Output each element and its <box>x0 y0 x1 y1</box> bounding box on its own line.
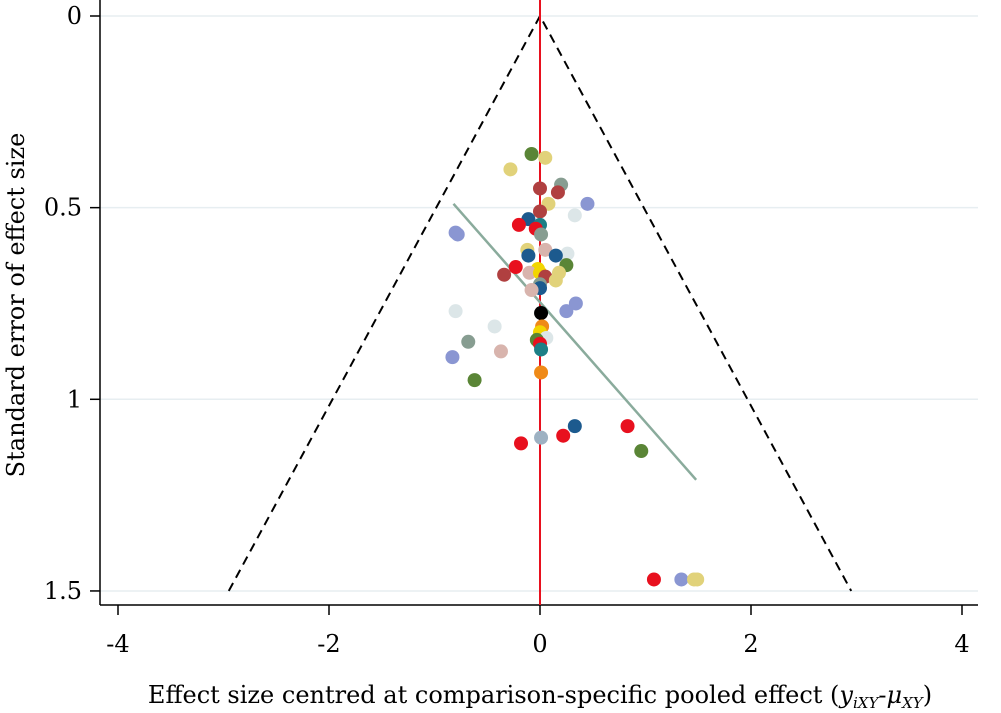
data-point <box>450 227 465 242</box>
x-tick-label: -4 <box>106 630 129 658</box>
x-axis-title-close: ) <box>923 681 932 709</box>
data-point <box>461 334 476 349</box>
data-point <box>556 428 571 443</box>
data-points <box>445 146 705 587</box>
data-point <box>533 204 547 219</box>
x-axis-title: Effect size centred at comparison-specif… <box>148 681 932 712</box>
data-point <box>634 444 649 459</box>
data-point <box>493 344 508 359</box>
y-tick-label: 1 <box>67 385 82 413</box>
axes <box>90 0 978 615</box>
data-point <box>568 296 583 311</box>
data-point <box>559 304 574 319</box>
data-point <box>548 248 563 263</box>
data-point <box>538 150 553 165</box>
data-point <box>524 283 539 298</box>
y-tick-label: 0 <box>67 2 82 30</box>
data-point <box>538 242 553 257</box>
x-axis-title-text: Effect size centred at comparison-specif… <box>148 681 840 709</box>
x-tick-label: -2 <box>317 630 340 658</box>
x-axis-title-y-sub: iXY <box>853 694 880 712</box>
data-point <box>508 260 523 275</box>
tick-labels: 0 0.5 1 1.5 -4 -2 0 2 4 <box>44 2 970 658</box>
y-tick-label: 0.5 <box>44 194 82 222</box>
regression-line-path <box>452 202 698 481</box>
data-point <box>497 267 512 282</box>
data-point <box>690 572 705 587</box>
x-tick-label: 2 <box>743 630 758 658</box>
data-point <box>620 419 635 434</box>
data-point <box>646 572 661 587</box>
data-point <box>580 196 595 211</box>
data-point <box>560 246 575 261</box>
regression-line <box>452 202 698 481</box>
data-point <box>548 273 563 288</box>
data-point <box>467 373 482 388</box>
data-point <box>674 572 689 587</box>
y-axis-title: Standard error of effect size <box>2 133 30 478</box>
data-point <box>534 342 549 357</box>
y-tick-label: 1.5 <box>44 577 82 605</box>
data-point <box>448 304 463 319</box>
x-axis-title-y: y <box>838 681 853 709</box>
data-point <box>550 185 565 200</box>
data-point <box>514 436 529 451</box>
data-point <box>487 319 502 334</box>
data-point <box>534 306 549 321</box>
data-point <box>521 248 536 263</box>
x-axis-title-mu: μ <box>886 681 902 709</box>
data-point <box>534 365 549 380</box>
data-point <box>567 208 582 223</box>
x-tick-label: 0 <box>532 630 547 658</box>
x-tick-label: 4 <box>954 630 969 658</box>
data-point <box>567 419 582 434</box>
data-point <box>533 181 547 196</box>
data-point <box>534 430 549 445</box>
data-point <box>503 162 518 177</box>
x-axis-title-mu-sub: XY <box>901 694 925 712</box>
data-point <box>445 350 460 365</box>
data-point <box>534 227 549 242</box>
data-point <box>524 146 539 161</box>
data-point <box>522 265 537 280</box>
data-point <box>511 217 526 232</box>
